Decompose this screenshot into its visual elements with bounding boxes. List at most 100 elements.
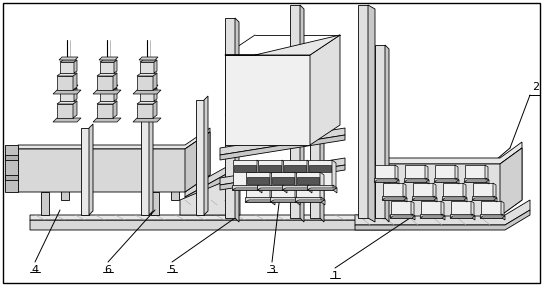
Polygon shape	[245, 200, 275, 202]
Polygon shape	[59, 85, 78, 88]
Polygon shape	[296, 197, 300, 205]
Polygon shape	[74, 88, 77, 101]
Polygon shape	[412, 214, 415, 220]
Polygon shape	[405, 165, 425, 181]
Polygon shape	[296, 172, 320, 200]
Polygon shape	[390, 214, 412, 218]
Polygon shape	[413, 183, 433, 199]
Polygon shape	[355, 200, 530, 225]
Polygon shape	[133, 118, 161, 122]
Polygon shape	[60, 90, 74, 101]
Polygon shape	[113, 73, 117, 90]
Polygon shape	[97, 73, 117, 76]
Polygon shape	[5, 175, 18, 180]
Polygon shape	[272, 177, 294, 184]
Polygon shape	[60, 62, 74, 73]
Polygon shape	[333, 185, 337, 193]
Polygon shape	[404, 180, 429, 182]
Polygon shape	[93, 118, 121, 122]
Polygon shape	[60, 88, 77, 90]
Polygon shape	[473, 183, 493, 199]
Polygon shape	[57, 76, 73, 90]
Polygon shape	[320, 172, 324, 203]
Polygon shape	[18, 128, 210, 149]
Text: 4: 4	[31, 265, 39, 275]
Polygon shape	[494, 196, 497, 202]
Polygon shape	[100, 90, 114, 101]
Polygon shape	[57, 73, 77, 76]
Polygon shape	[259, 165, 281, 172]
Polygon shape	[220, 135, 345, 160]
Polygon shape	[300, 5, 304, 222]
Polygon shape	[390, 216, 415, 218]
Polygon shape	[97, 104, 113, 118]
Polygon shape	[283, 185, 287, 193]
Polygon shape	[5, 145, 18, 192]
Polygon shape	[140, 90, 154, 101]
Polygon shape	[450, 214, 472, 218]
Polygon shape	[375, 45, 385, 218]
Polygon shape	[433, 183, 436, 201]
Polygon shape	[295, 200, 325, 202]
Polygon shape	[442, 198, 467, 200]
Polygon shape	[73, 73, 77, 90]
Polygon shape	[404, 196, 407, 202]
Polygon shape	[41, 192, 49, 215]
Polygon shape	[421, 201, 441, 217]
Polygon shape	[451, 201, 471, 217]
Polygon shape	[246, 172, 270, 200]
Polygon shape	[332, 160, 336, 191]
Polygon shape	[185, 172, 230, 203]
Polygon shape	[382, 198, 407, 200]
Polygon shape	[270, 172, 274, 203]
Polygon shape	[456, 178, 459, 184]
Polygon shape	[153, 73, 157, 90]
Polygon shape	[368, 142, 522, 164]
Polygon shape	[185, 132, 210, 192]
Polygon shape	[295, 172, 299, 203]
Polygon shape	[233, 160, 257, 188]
Polygon shape	[434, 178, 456, 182]
Polygon shape	[412, 198, 437, 200]
Polygon shape	[137, 104, 153, 118]
Polygon shape	[411, 201, 414, 219]
Polygon shape	[258, 185, 262, 193]
Polygon shape	[455, 165, 458, 183]
Polygon shape	[442, 196, 464, 200]
Polygon shape	[185, 165, 230, 197]
Polygon shape	[284, 165, 306, 172]
Polygon shape	[420, 216, 445, 218]
Polygon shape	[97, 101, 117, 104]
Polygon shape	[81, 128, 89, 215]
Polygon shape	[355, 210, 530, 230]
Polygon shape	[257, 185, 283, 190]
Polygon shape	[140, 60, 157, 62]
Polygon shape	[481, 201, 501, 217]
Text: 5: 5	[168, 265, 175, 275]
Polygon shape	[396, 178, 399, 184]
Polygon shape	[30, 195, 430, 220]
Polygon shape	[310, 35, 340, 145]
Polygon shape	[443, 183, 463, 199]
Polygon shape	[404, 178, 426, 182]
Polygon shape	[463, 183, 466, 201]
Polygon shape	[247, 177, 269, 184]
Polygon shape	[270, 200, 300, 202]
Polygon shape	[368, 148, 522, 216]
Polygon shape	[154, 88, 157, 101]
Polygon shape	[403, 183, 406, 201]
Polygon shape	[358, 5, 368, 218]
Polygon shape	[308, 160, 332, 188]
Polygon shape	[385, 45, 389, 222]
Polygon shape	[89, 124, 93, 215]
Polygon shape	[374, 180, 399, 182]
Polygon shape	[180, 175, 240, 215]
Polygon shape	[382, 196, 404, 200]
Polygon shape	[426, 178, 429, 184]
Polygon shape	[321, 197, 325, 205]
Polygon shape	[99, 57, 118, 60]
Polygon shape	[434, 196, 437, 202]
Polygon shape	[502, 214, 505, 220]
Polygon shape	[307, 188, 337, 190]
Polygon shape	[225, 55, 310, 145]
